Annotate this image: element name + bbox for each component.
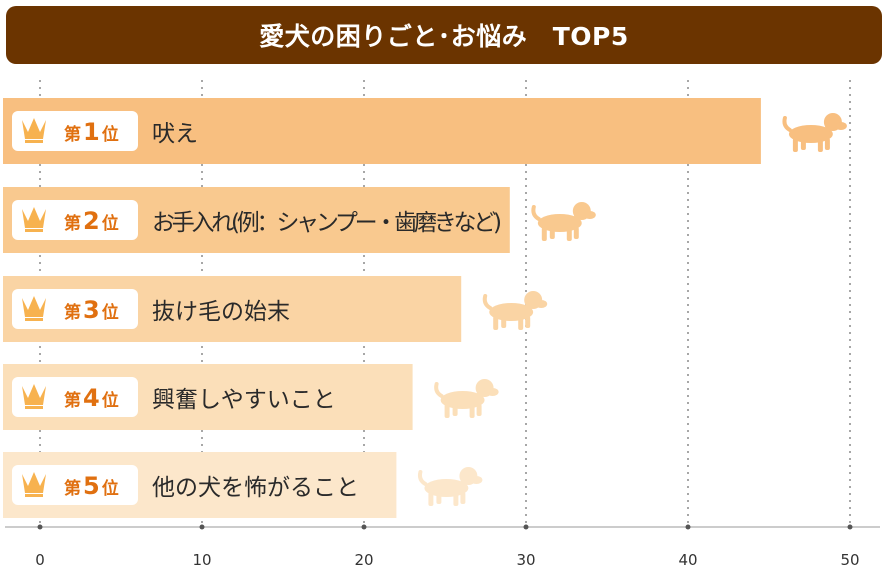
x-tick-label: 30 [516, 551, 535, 569]
category-label: 興奮しやすいこと [152, 387, 336, 413]
rank-badge [12, 111, 138, 151]
rank-label: 第3 位 [64, 296, 119, 324]
bar-row-4: 第4 位 興奮しやすいこと [3, 364, 499, 430]
rank-prefix: 第 [64, 124, 81, 145]
crown-icon [22, 472, 46, 497]
rank-badge [12, 200, 138, 240]
crown-icon [22, 118, 46, 143]
x-tick-label: 10 [192, 551, 211, 569]
x-tick-mark-0 [37, 524, 43, 530]
category-label: お手入れ(例：シャンプー・歯磨きなど) [152, 210, 502, 236]
x-tick-label: 50 [840, 551, 859, 569]
x-tick-mark-40 [685, 524, 691, 530]
bars: 第1 位吠え第2 位お手入れ(例：シャンプー・歯磨きなど)第3 位抜け毛の始末第4 位興… [3, 98, 847, 518]
dog-icon [782, 113, 847, 152]
crown-icon [22, 384, 46, 409]
rank-label: 第1 位 [64, 118, 119, 146]
rank-number: 2 [83, 207, 100, 235]
x-tick-label: 40 [678, 551, 697, 569]
crown-icon [22, 207, 46, 232]
dog-icon [417, 467, 483, 506]
rank-prefix: 第 [64, 390, 81, 411]
category-label: 抜け毛の始末 [152, 299, 290, 325]
rank-badge [12, 289, 138, 329]
dog-icon [434, 379, 499, 418]
x-axis: 0 10 20 30 40 50 [5, 524, 880, 569]
rank-badge [12, 377, 138, 417]
x-tick-label: 20 [354, 551, 373, 569]
rank-suffix: 位 [102, 478, 119, 499]
bar-row-1: 第1 位 吠え [3, 98, 847, 164]
rank-prefix: 第 [64, 302, 81, 323]
rank-suffix: 位 [102, 124, 119, 145]
rank-number: 5 [83, 472, 100, 500]
category-label: 他の犬を怖がること [152, 475, 359, 501]
bar-row-5: 第5 位 他の犬を怖がること [3, 452, 483, 518]
rank-suffix: 位 [102, 390, 119, 411]
rank-number: 3 [83, 296, 100, 324]
x-tick-mark-30 [523, 524, 529, 530]
dog-icon [531, 202, 596, 241]
dog-icon [482, 291, 548, 330]
rank-label: 第4 位 [64, 384, 119, 412]
bar-row-2: 第2 位 お手入れ(例：シャンプー・歯磨きなど) [3, 187, 596, 253]
x-tick-mark-50 [847, 524, 853, 530]
x-tick-label: 0 [35, 551, 45, 569]
category-label: 吠え [152, 121, 198, 147]
x-tick-mark-10 [199, 524, 205, 530]
rank-number: 4 [83, 384, 100, 412]
rank-label: 第5 位 [64, 472, 119, 500]
rank-number: 1 [83, 118, 100, 146]
rank-prefix: 第 [64, 478, 81, 499]
rank-badge [12, 465, 138, 505]
crown-icon [22, 296, 46, 321]
rank-suffix: 位 [102, 302, 119, 323]
rank-label: 第2 位 [64, 207, 119, 235]
rank-suffix: 位 [102, 213, 119, 234]
chart-title: 愛犬の困りごと･お悩み TOP5 [6, 6, 882, 64]
bar-row-3: 第3 位 抜け毛の始末 [3, 276, 548, 342]
x-tick-mark-20 [361, 524, 367, 530]
rank-prefix: 第 [64, 213, 81, 234]
